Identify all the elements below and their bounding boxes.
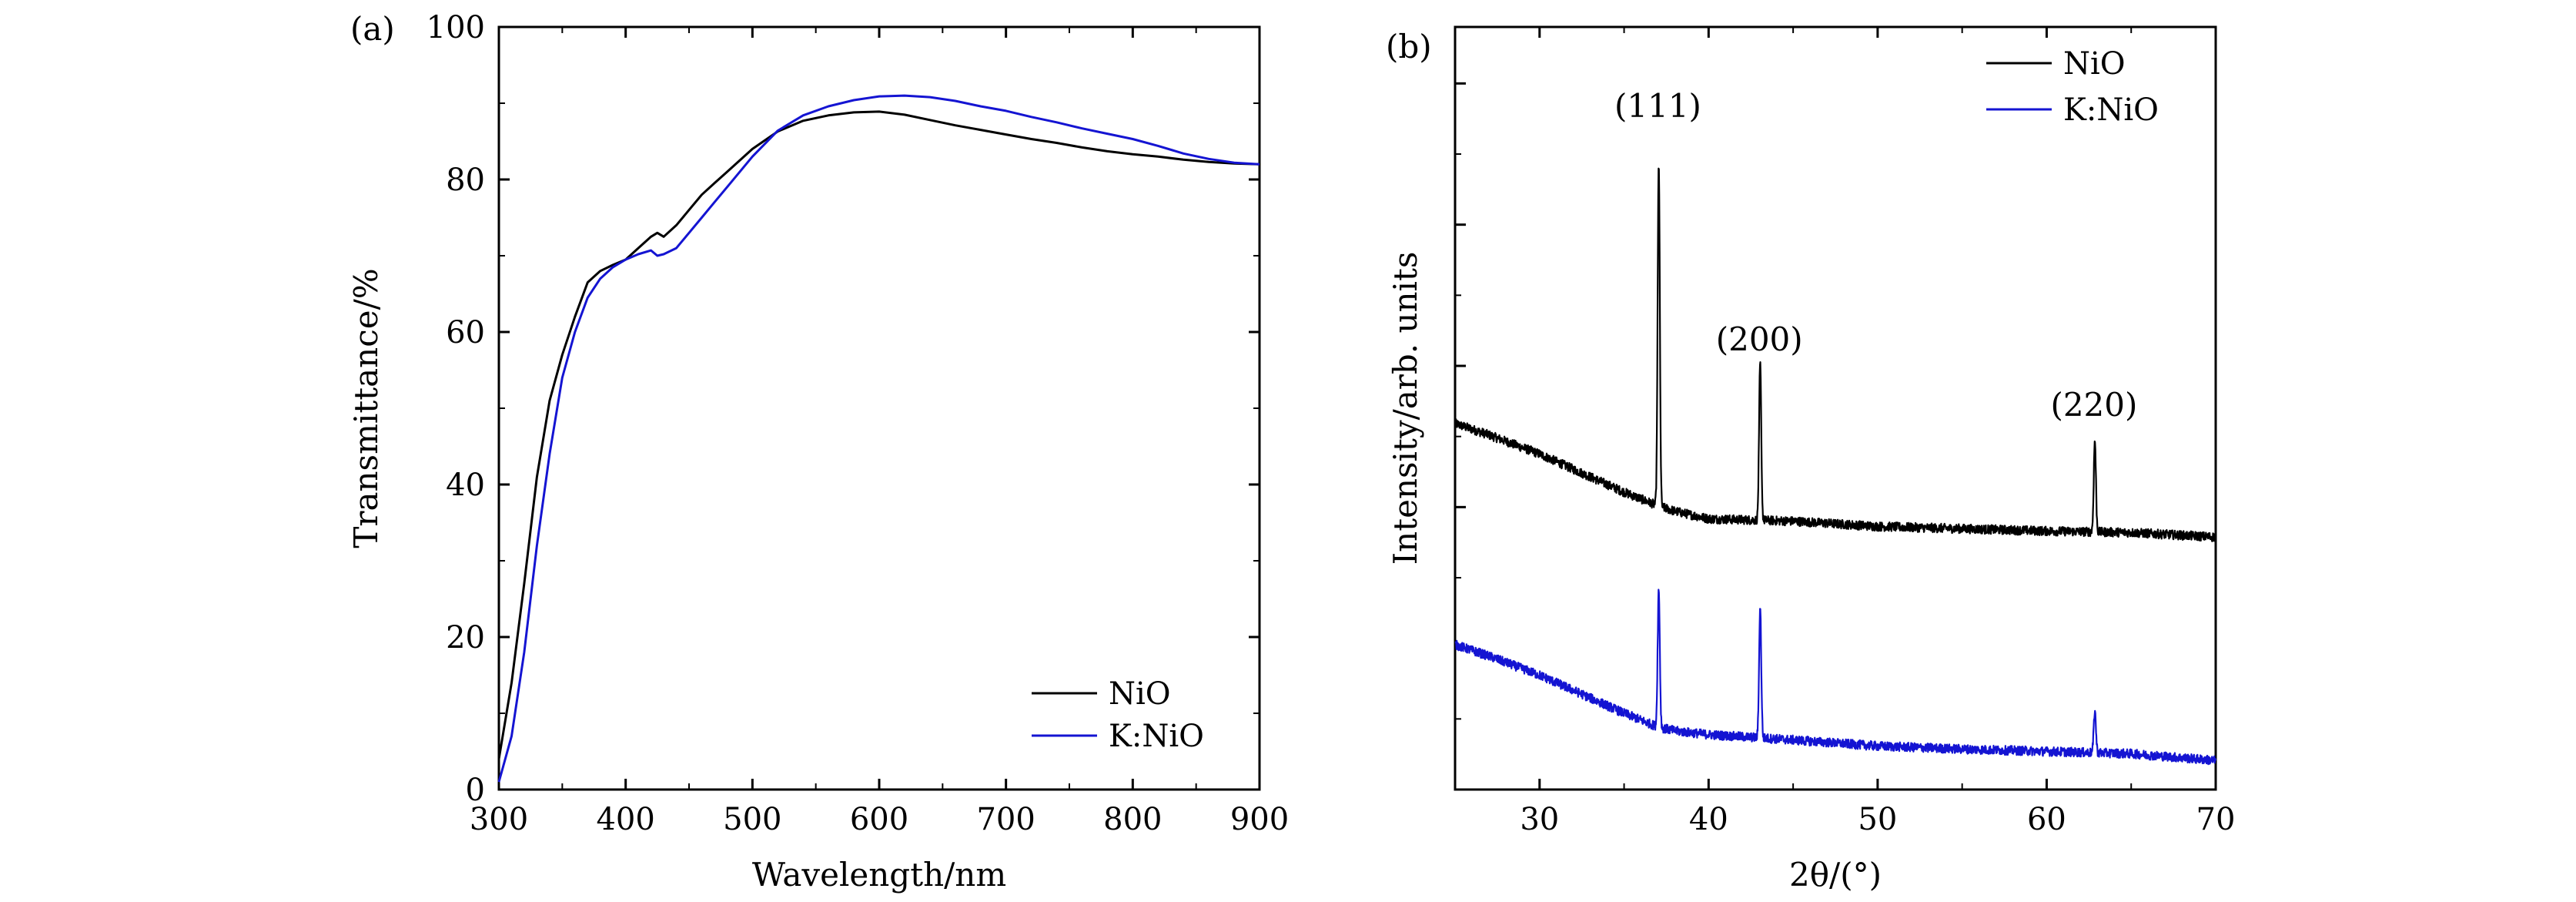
panel-b-x-axis-label: 2θ/(°) [1789,856,1882,894]
a-y-tick-label: 20 [446,620,485,656]
legend-b-nio-label: NiO [2063,46,2126,82]
b-x-tick-label: 70 [2196,802,2236,837]
panel-a-x-axis-label: Wavelength/nm [752,856,1006,894]
b-peak-annotation: (220) [2050,386,2137,424]
panel-b: (b) 30 40 50 60 70 (111) (200) (220) 2θ/(°) In… [1386,25,2236,894]
a-x-tick-label: 300 [470,802,528,837]
panel-a: (a) 300 400 500 600 700 800 900 0 20 40 60 80 100 W… [347,10,1289,894]
a-series-line-knio [497,94,1260,783]
panel-b-legend: NiO K:NiO [1986,46,2159,128]
panel-a-y-axis-label: Transmittance/% [347,268,385,548]
a-x-tick-label: 500 [723,802,781,837]
a-y-tick-label: 100 [427,10,485,45]
a-y-tick-label: 40 [446,468,485,503]
a-y-tick-label: 80 [446,163,485,198]
panel-a-label: (a) [350,10,395,48]
b-x-tick-label: 30 [1520,802,1559,837]
b-peak-annotation: (111) [1614,87,1701,125]
b-x-tick-label: 40 [1689,802,1728,837]
b-series-line-nio [1454,167,2217,542]
a-y-tick-label: 60 [446,315,485,350]
panel-a-legend: NiO K:NiO [1032,676,1204,754]
b-x-tick-label: 60 [2027,802,2066,837]
a-x-tick-label: 700 [976,802,1035,837]
legend-b-knio-label: K:NiO [2063,92,2159,128]
a-x-tick-label: 900 [1230,802,1289,837]
legend-a-knio-label: K:NiO [1109,719,1204,754]
a-y-tick-label: 0 [466,773,485,808]
panel-b-frame [1454,25,2217,791]
panel-b-y-axis-label: Intensity/arb. units [1387,252,1424,565]
a-x-tick-label: 400 [596,802,654,837]
a-series-line-nio [497,110,1260,759]
b-peak-annotation: (200) [1716,320,1803,358]
legend-a-nio-label: NiO [1109,676,1171,712]
b-series-line-knio [1454,588,2217,766]
a-x-tick-label: 800 [1103,802,1162,837]
panel-b-label: (b) [1386,28,1432,65]
a-x-tick-label: 600 [850,802,908,837]
b-x-tick-label: 50 [1858,802,1897,837]
